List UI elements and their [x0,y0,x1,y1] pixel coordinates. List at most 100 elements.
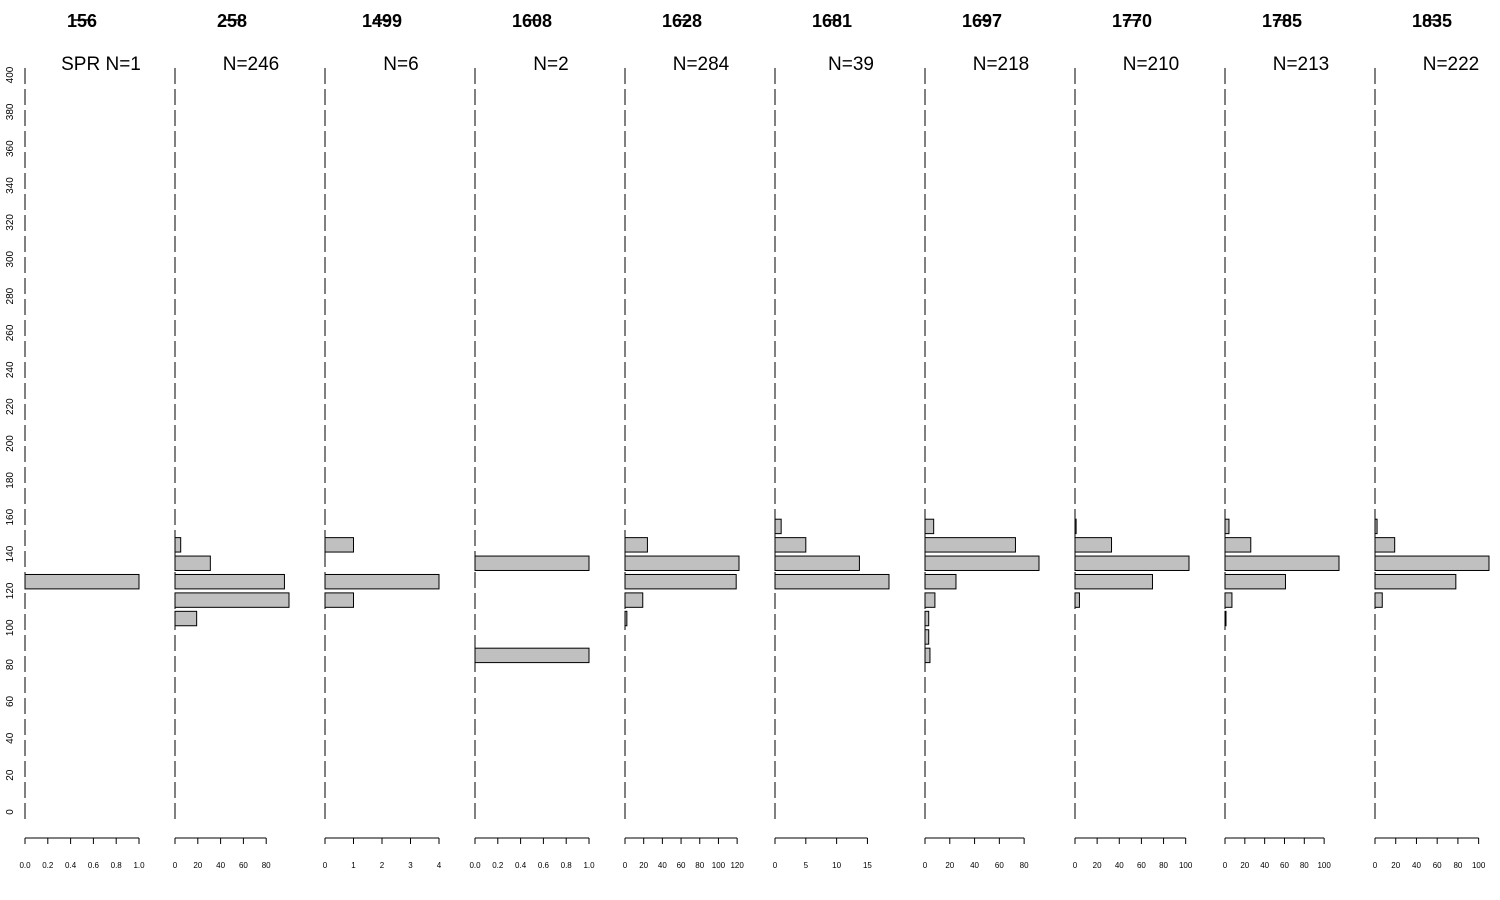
y-tick-label: 80 [5,659,16,671]
x-tick-label: 100 [712,861,726,870]
histogram-bar [624,592,644,608]
histogram-bar [1374,518,1378,535]
histogram-bar [774,573,890,590]
y-tick-label: 320 [5,214,16,231]
panel-1697: 1697 N=218 0 20 40 60 80 [923,11,1040,870]
histogram-bar [924,537,1016,553]
histogram-bar [624,610,628,627]
x-tick-label: 0.0 [469,861,481,870]
x-tick-label: 0.6 [538,861,550,870]
x-tick-label: 80 [1300,861,1309,870]
histogram-bar [324,537,354,553]
x-tick-label: 0 [773,861,778,870]
histogram-bar [924,518,935,535]
histogram-bar [1074,518,1077,535]
panel-title: 1628 [662,11,702,31]
histogram-bar [1374,573,1457,590]
panel-1785: 1785 N=213 0 20 40 60 80 100 [1223,11,1340,870]
histogram-bar [1224,592,1233,608]
panel-title: 1835 [1412,11,1452,31]
histogram-bar [924,647,931,664]
y-tick-label: 260 [5,324,16,341]
x-tick-label: 5 [804,861,809,870]
histogram-bar [1074,555,1190,571]
x-tick-label: 0.2 [492,861,504,870]
x-tick-label: 0 [923,861,928,870]
histogram-bar [474,555,590,571]
panel-n-label: N=222 [1423,54,1480,75]
panel-n-label: N=284 [673,54,730,75]
panel-1608: 1608 N=2 0.0 0.2 0.4 0.6 0.8 1.0 [469,11,595,870]
histogram-bar [1074,592,1080,608]
panel-1835: 1835 N=222 0 20 40 60 80 100 [1373,11,1490,870]
panel-n-label: N=213 [1273,54,1330,75]
histogram-bar [624,555,740,571]
x-tick-label: 80 [1159,861,1168,870]
x-tick-label: 2 [380,861,385,870]
y-tick-label: 280 [5,287,16,304]
panel-title: 1681 [812,11,852,31]
histogram-bar [474,647,590,664]
histogram-bar [174,555,211,571]
x-tick-label: 10 [832,861,841,870]
x-tick-label: 60 [1280,861,1289,870]
histogram-bar [1224,610,1227,627]
x-tick-label: 0 [323,861,328,870]
x-tick-label: 0 [623,861,628,870]
x-tick-label: 15 [863,861,872,870]
y-tick-label: 140 [5,545,16,562]
x-tick-label: 4 [437,861,442,870]
x-tick-label: 20 [639,861,648,870]
y-tick-label: 160 [5,508,16,525]
histogram-bar [624,537,648,553]
panel-n-label: SPR N=1 [61,54,141,75]
y-tick-label: 220 [5,398,16,415]
histogram-bar [174,592,290,608]
panel-title: 1785 [1262,11,1302,31]
histogram-bar [1074,537,1113,553]
panel-156: 156 SPR N=1 0.0 0.2 0.4 0.6 0.8 1.0 [19,11,145,870]
y-tick-label: 180 [5,472,16,489]
x-tick-label: 40 [1260,861,1269,870]
x-tick-label: 40 [1115,861,1124,870]
x-tick-label: 0.6 [88,861,100,870]
x-tick-label: 0.4 [515,861,527,870]
x-tick-label: 0 [173,861,178,870]
histogram-bar [174,537,182,553]
x-tick-label: 0 [1073,861,1078,870]
y-axis: 0 20 40 60 80 100 120 140 160 180 200 220 240 260 280 3… [5,66,16,815]
x-tick-label: 20 [1240,861,1249,870]
histogram-bar [924,629,930,645]
panel-title: 1499 [362,11,402,31]
panel-n-label: N=210 [1123,54,1180,75]
x-tick-label: 80 [695,861,704,870]
histogram-bar [924,573,957,590]
histogram-bar [924,592,936,608]
panel-title: 258 [217,11,247,31]
histogram-bar [324,573,440,590]
x-tick-label: 80 [262,861,271,870]
panel-1499: 1499 N=6 0 1 2 3 4 [323,11,442,870]
x-tick-label: 120 [730,861,744,870]
histogram-bar [1224,518,1230,535]
y-tick-label: 20 [5,769,16,781]
histogram-bar [1374,555,1490,571]
panel-n-label: N=218 [973,54,1030,75]
histogram-bar [1224,537,1252,553]
histogram-bar [24,573,140,590]
y-tick-label: 400 [5,66,16,83]
histogram-bar [174,573,285,590]
histogram-bar [774,537,807,553]
x-tick-label: 100 [1317,861,1331,870]
x-tick-label: 0.8 [111,861,123,870]
x-tick-label: 20 [1391,861,1400,870]
panel-1681: 1681 N=39 0 5 10 15 [773,11,890,870]
x-tick-label: 0 [1373,861,1378,870]
x-tick-label: 20 [193,861,202,870]
x-tick-label: 40 [216,861,225,870]
x-tick-label: 20 [945,861,954,870]
panel-n-label: N=2 [533,54,568,75]
histogram-bar [174,610,198,627]
